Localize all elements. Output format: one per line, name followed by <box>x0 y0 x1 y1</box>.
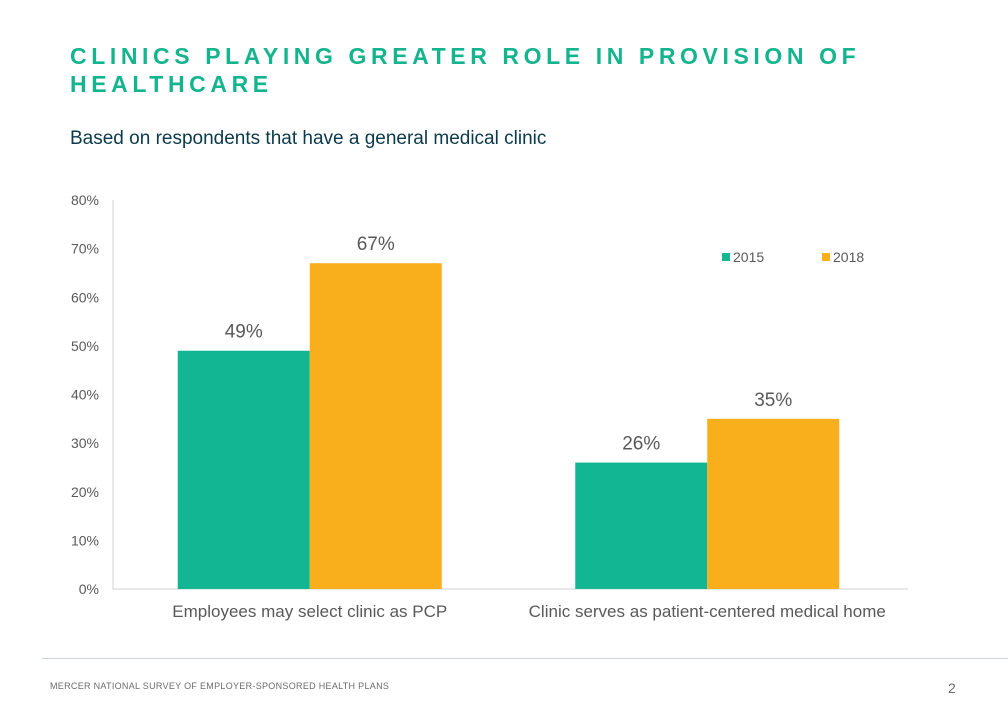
y-tick-label: 70% <box>71 241 99 257</box>
page-title: CLINICS PLAYING GREATER ROLE IN PROVISIO… <box>70 43 861 97</box>
y-tick-label: 40% <box>71 387 99 403</box>
y-tick-label: 80% <box>71 192 99 208</box>
y-tick-label: 60% <box>71 289 99 305</box>
x-category-label: Clinic serves as patient-centered medica… <box>529 602 886 621</box>
bar-2018 <box>309 263 442 589</box>
data-label: 49% <box>225 322 263 343</box>
x-category-label: Employees may select clinic as PCP <box>172 602 447 621</box>
y-tick-label: 0% <box>79 581 99 597</box>
y-tick-label: 20% <box>71 484 99 500</box>
footer-divider <box>42 658 1008 659</box>
bar-chart: 0% 10% 20% 30% 40% 50% 60% 70% 80% 49% 67% Employee… <box>71 192 908 621</box>
data-label: 26% <box>622 434 660 455</box>
data-label: 67% <box>357 234 395 255</box>
footer-source: MERCER NATIONAL SURVEY OF EMPLOYER-SPONS… <box>50 681 390 691</box>
page-subtitle: Based on respondents that have a general… <box>70 128 547 149</box>
page-number: 2 <box>948 680 956 696</box>
bar-2018 <box>707 418 840 589</box>
legend-swatch-2018 <box>822 253 830 261</box>
y-tick-label: 10% <box>71 532 99 548</box>
bar-2015 <box>177 350 310 589</box>
y-tick-label: 30% <box>71 435 99 451</box>
legend-swatch-2015 <box>722 253 730 261</box>
legend-label: 2015 <box>733 249 764 265</box>
bar-2015 <box>575 462 708 589</box>
y-tick-label: 50% <box>71 338 99 354</box>
data-label: 35% <box>754 390 792 411</box>
legend-label: 2018 <box>833 249 864 265</box>
